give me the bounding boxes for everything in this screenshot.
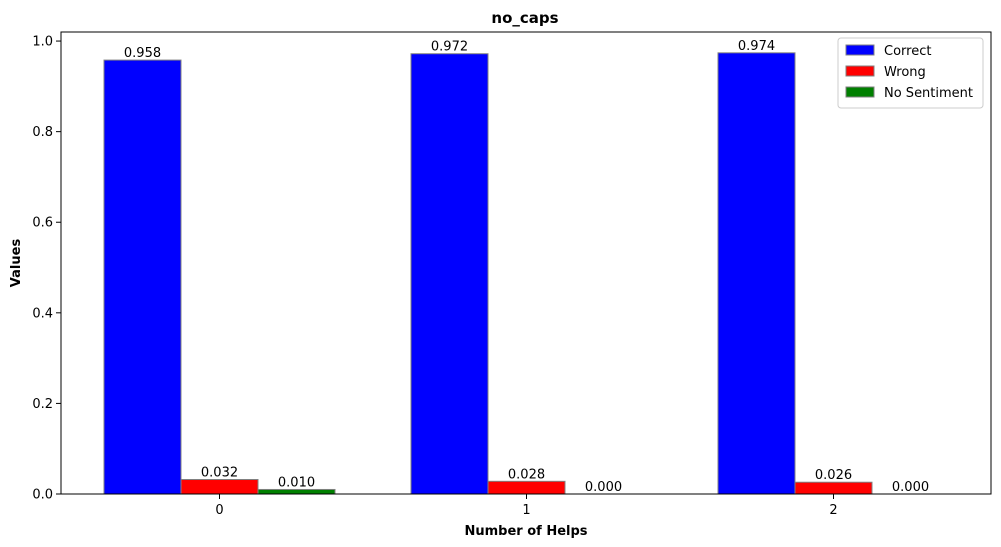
data-label: 0.972 xyxy=(431,40,468,55)
legend-label: No Sentiment xyxy=(884,86,973,101)
bar-correct-2 xyxy=(717,52,796,495)
x-axis-title: Number of Helps xyxy=(464,524,587,539)
data-label: 0.032 xyxy=(201,466,238,481)
data-label: 0.958 xyxy=(124,46,161,61)
data-label: 0.000 xyxy=(892,480,929,495)
bar-wrong-2 xyxy=(794,481,873,495)
data-label: 0.026 xyxy=(815,468,852,483)
data-label: 0.028 xyxy=(508,467,545,482)
x-tick-label: 1 xyxy=(522,503,530,518)
legend-swatch-no-sentiment xyxy=(845,86,875,98)
bar-wrong-0 xyxy=(180,479,259,495)
legend-swatch-wrong xyxy=(845,65,875,77)
data-label: 0.000 xyxy=(585,480,622,495)
y-tick-label: 1.0 xyxy=(32,35,53,50)
y-tick-label: 0.2 xyxy=(32,397,53,412)
y-tick-label: 0.0 xyxy=(32,488,53,503)
data-label: 0.010 xyxy=(278,475,315,490)
legend-label: Correct xyxy=(884,44,931,59)
data-label: 0.974 xyxy=(738,39,775,54)
bar-wrong-1 xyxy=(487,480,566,495)
x-tick-label: 0 xyxy=(215,503,223,518)
y-tick-label: 0.8 xyxy=(32,125,53,140)
chart-title: no_caps xyxy=(491,9,558,27)
legend: Correct Wrong No Sentiment xyxy=(837,37,984,109)
y-tick-label: 0.4 xyxy=(32,306,53,321)
legend-swatch-correct xyxy=(845,44,875,56)
x-tick-label: 2 xyxy=(829,503,837,518)
legend-label: Wrong xyxy=(884,65,926,80)
y-tick-label: 0.6 xyxy=(32,216,53,231)
bar-correct-0 xyxy=(103,59,182,495)
y-axis-title: Values xyxy=(9,239,24,288)
bar-correct-1 xyxy=(410,53,489,495)
